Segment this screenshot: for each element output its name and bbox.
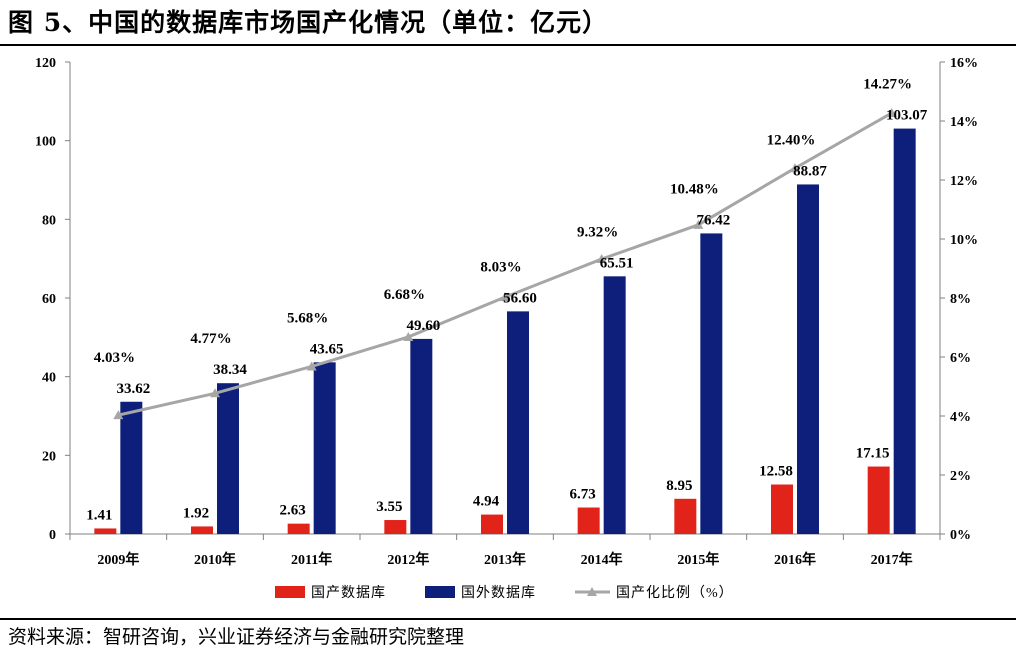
label-foreign: 33.62 <box>116 381 150 397</box>
bar-foreign <box>700 233 723 534</box>
source-note: 资料来源：智研咨询，兴业证券经济与金融研究院整理 <box>8 626 465 648</box>
axes: 0 20 40 60 80 100 120 0% 2% 4% 6% 8% 10% 12% 14% 16% 200… <box>35 56 978 568</box>
right-tick-label: 2% <box>950 469 971 484</box>
x-tick-label: 2009年 <box>97 551 139 568</box>
label-foreign: 76.42 <box>696 212 730 228</box>
ratio-marker <box>500 292 510 302</box>
x-tick-label: 2012年 <box>387 551 429 568</box>
label-foreign: 56.60 <box>503 290 537 306</box>
bar-foreign <box>797 184 819 534</box>
bar-foreign <box>313 362 336 534</box>
label-domestic: 3.55 <box>376 499 402 515</box>
label-domestic: 6.73 <box>570 487 596 503</box>
left-tick-label: 40 <box>42 371 56 386</box>
bar-domestic <box>94 528 117 534</box>
legend-marker-ratio <box>587 587 597 596</box>
left-tick-label: 20 <box>42 449 56 464</box>
label-ratio: 8.03% <box>480 259 521 275</box>
bar-domestic <box>577 507 600 534</box>
ratio-marker <box>596 254 607 264</box>
label-ratio: 4.03% <box>94 350 135 366</box>
left-tick-label: 100 <box>35 135 56 150</box>
bar-foreign <box>410 338 433 534</box>
ratio-line-layer <box>113 108 897 420</box>
label-domestic: 1.92 <box>183 505 209 521</box>
label-ratio: 12.40% <box>767 132 816 148</box>
legend-swatch-foreign <box>425 586 455 598</box>
data-labels: 1.41 33.62 1.92 38.34 2.63 43.65 3.55 49.60 4.94… <box>86 77 928 524</box>
legend-swatch-domestic <box>275 586 305 598</box>
label-ratio: 6.68% <box>384 287 425 303</box>
label-ratio: 14.27% <box>863 77 912 93</box>
legend-label-foreign: 国外数据库 <box>461 585 536 601</box>
x-tick-label: 2010年 <box>194 551 236 568</box>
chart-legend: 国产数据库 国外数据库 国产化比例（%） <box>275 585 734 601</box>
x-tick-label: 2016年 <box>774 551 816 568</box>
right-tick-label: 8% <box>950 292 971 307</box>
x-tick-label: 2017年 <box>871 551 913 568</box>
left-tick-label: 60 <box>42 292 56 307</box>
label-domestic: 2.63 <box>280 503 306 519</box>
label-ratio: 10.48% <box>670 181 719 197</box>
ratio-marker <box>403 331 414 341</box>
bar-domestic <box>771 484 793 534</box>
x-tick-label: 2015年 <box>677 551 719 568</box>
bar-foreign <box>217 383 239 534</box>
page-title: 图 5、中国的数据库市场国产化情况（单位：亿元） <box>8 8 609 37</box>
label-domestic: 4.94 <box>473 494 500 510</box>
left-tick-label: 80 <box>42 213 56 228</box>
bar-domestic <box>481 514 503 534</box>
label-foreign: 65.51 <box>600 255 634 271</box>
label-foreign: 88.87 <box>793 163 827 179</box>
source-rule <box>0 618 1016 620</box>
label-domestic: 12.58 <box>759 464 793 480</box>
right-tick-label: 6% <box>950 351 971 366</box>
label-foreign: 43.65 <box>310 341 344 357</box>
bar-domestic <box>287 523 310 534</box>
right-tick-label: 0% <box>950 528 971 543</box>
legend-label-domestic: 国产数据库 <box>311 585 386 601</box>
bar-foreign <box>893 128 916 534</box>
label-ratio: 5.68% <box>287 310 328 326</box>
right-tick-label: 16% <box>950 56 978 71</box>
label-ratio: 4.77% <box>190 331 231 347</box>
ratio-marker <box>210 388 220 398</box>
legend-label-ratio: 国产化比例（%） <box>616 585 734 601</box>
x-tick-label: 2013年 <box>484 551 526 568</box>
bars <box>94 128 916 534</box>
x-tick-label: 2014年 <box>581 551 623 568</box>
ratio-marker <box>113 410 124 420</box>
ratio-marker <box>306 361 317 371</box>
x-tick-label: 2011年 <box>291 551 332 568</box>
combo-chart: 0 20 40 60 80 100 120 0% 2% 4% 6% 8% 10% 12% 14% 16% 200… <box>35 56 978 601</box>
ratio-marker <box>790 163 800 173</box>
bar-foreign <box>507 311 529 534</box>
right-tick-label: 4% <box>950 410 971 425</box>
label-domestic: 1.41 <box>86 507 112 523</box>
right-tick-label: 14% <box>950 115 978 130</box>
label-domestic: 17.15 <box>856 446 890 462</box>
bar-foreign <box>603 276 626 534</box>
label-foreign: 38.34 <box>213 362 247 378</box>
bar-foreign <box>120 401 143 534</box>
label-foreign: 103.07 <box>886 108 928 124</box>
ratio-marker <box>693 219 704 229</box>
bar-domestic <box>384 520 407 534</box>
right-tick-label: 12% <box>950 174 978 189</box>
title-rule <box>0 44 1016 46</box>
bar-domestic <box>191 526 213 534</box>
label-ratio: 9.32% <box>577 224 618 240</box>
bar-domestic <box>867 466 890 534</box>
ratio-marker <box>886 108 897 118</box>
label-domestic: 8.95 <box>666 478 692 494</box>
left-tick-label: 120 <box>35 56 56 71</box>
label-foreign: 49.60 <box>406 318 440 334</box>
bar-domestic <box>674 498 697 534</box>
left-tick-label: 0 <box>49 528 56 543</box>
right-tick-label: 10% <box>950 233 978 248</box>
